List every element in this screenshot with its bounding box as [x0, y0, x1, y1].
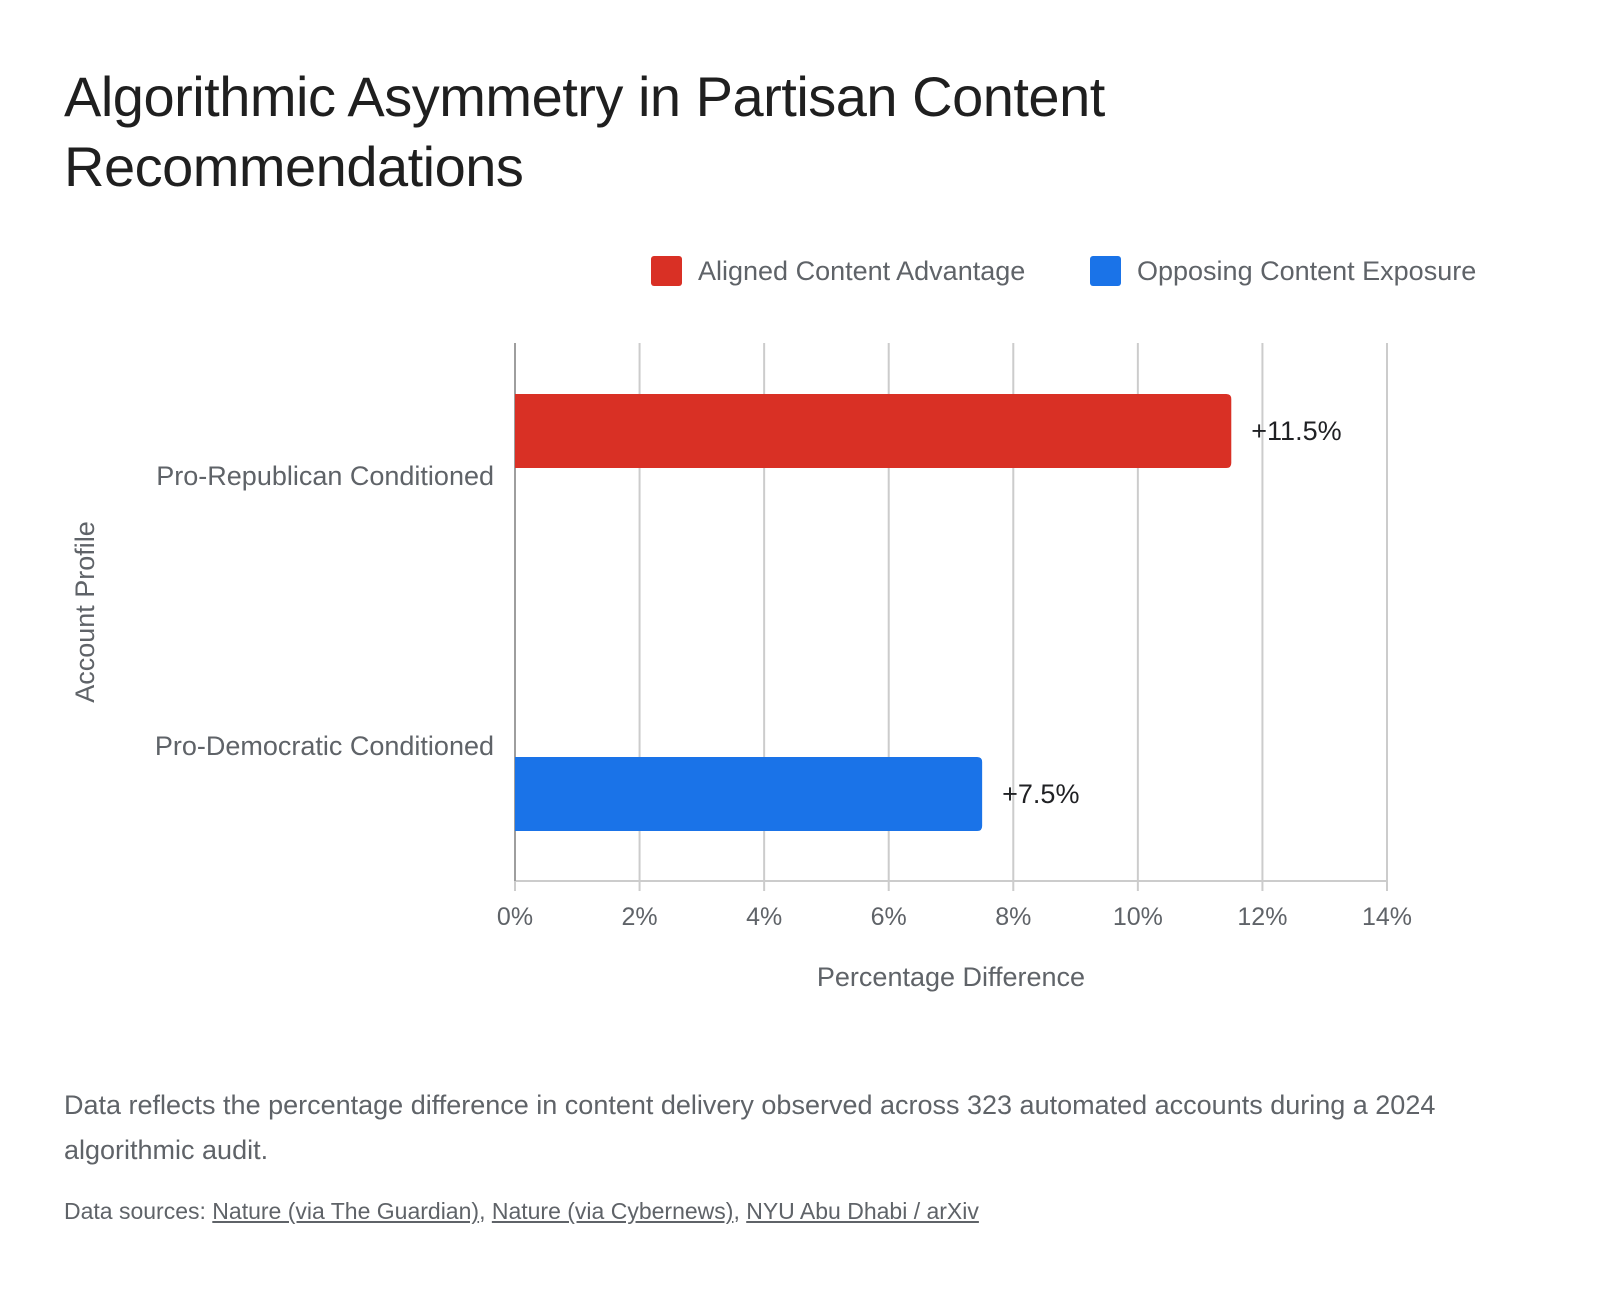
legend-swatch — [1090, 256, 1121, 286]
x-tick-label: 6% — [871, 903, 907, 931]
bar-aligned — [515, 394, 1232, 468]
x-tick-label: 4% — [746, 903, 782, 931]
x-tick-label: 10% — [1113, 903, 1163, 931]
y-category-label: Pro-Republican Conditioned — [156, 461, 494, 491]
y-axis-title: Account Profile — [70, 521, 100, 703]
chart-note: Data reflects the percentage difference … — [64, 1090, 1436, 1165]
y-category-label: Pro-Democratic Conditioned — [155, 731, 494, 761]
bar-value-label: +7.5% — [1002, 779, 1079, 809]
x-tick-label: 12% — [1237, 903, 1287, 931]
legend-label: Aligned Content Advantage — [698, 256, 1025, 286]
x-tick-label: 8% — [995, 903, 1031, 931]
x-tick-label: 14% — [1362, 903, 1412, 931]
sources-prefix: Data sources: — [64, 1198, 206, 1224]
x-tick-label: 2% — [622, 903, 658, 931]
source-link-arxiv[interactable]: NYU Abu Dhabi / arXiv — [746, 1198, 979, 1224]
bar-opposing — [515, 757, 983, 831]
bar-chart: 0% 2% 4% 6% 8% 10% 12% 14% Pro-Republican Condit… — [70, 256, 1476, 992]
chart-title: Algorithmic Asymmetry in Partisan Conten… — [64, 65, 1105, 198]
source-link-guardian[interactable]: Nature (via The Guardian) — [212, 1198, 480, 1224]
x-axis-title: Percentage Difference — [817, 962, 1085, 992]
data-sources: Data sources: Nature (via The Guardian),… — [64, 1198, 979, 1224]
legend-swatch — [651, 256, 682, 286]
source-link-cybernews[interactable]: Nature (via Cybernews) — [491, 1198, 734, 1224]
x-tick-label: 0% — [497, 903, 533, 931]
bar-value-label: +11.5% — [1251, 416, 1341, 446]
legend-label: Opposing Content Exposure — [1137, 256, 1476, 286]
